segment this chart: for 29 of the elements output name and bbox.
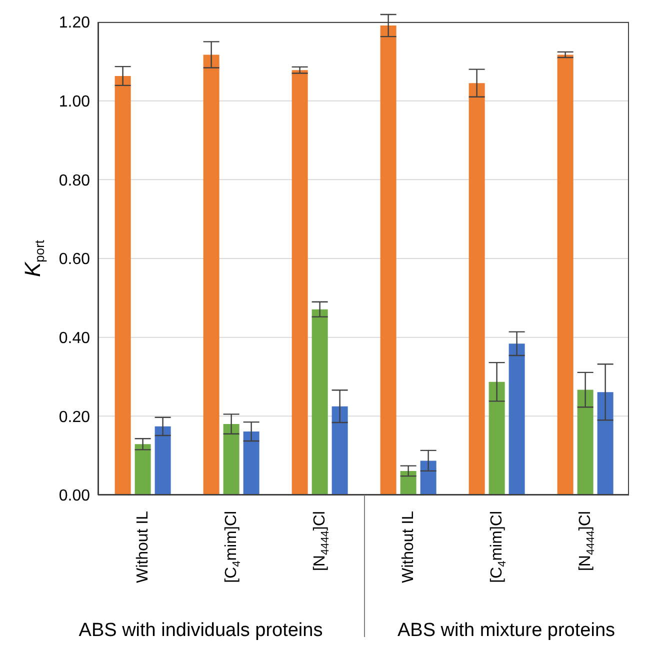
bar bbox=[468, 83, 485, 495]
bar bbox=[488, 382, 505, 495]
bar bbox=[243, 432, 260, 495]
y-tick-label: 0.40 bbox=[58, 330, 90, 348]
bar bbox=[380, 26, 396, 495]
bar bbox=[508, 344, 525, 495]
y-tick-label: 0.20 bbox=[58, 408, 90, 426]
bar bbox=[400, 470, 416, 495]
y-tick-label: 0.60 bbox=[58, 251, 90, 268]
bar bbox=[292, 70, 308, 495]
bar bbox=[332, 406, 348, 495]
bar bbox=[223, 424, 240, 495]
text: ABS with individuals proteins bbox=[78, 620, 324, 642]
bar bbox=[312, 309, 328, 495]
y-tick-label: 0.00 bbox=[58, 488, 90, 505]
bar bbox=[203, 54, 220, 495]
x-tick-label: Without IL bbox=[134, 510, 151, 584]
bar bbox=[557, 54, 574, 495]
y-tick-label: 1.00 bbox=[58, 94, 90, 111]
bar bbox=[134, 444, 151, 495]
bar bbox=[420, 460, 436, 495]
bar bbox=[154, 426, 171, 495]
y-tick-label: 0.80 bbox=[58, 172, 90, 190]
bar bbox=[114, 76, 131, 495]
y-tick-label: 1.20 bbox=[58, 14, 90, 32]
text: ABS with mixture proteins bbox=[396, 620, 616, 642]
x-tick-label: Without IL bbox=[399, 510, 416, 584]
bar bbox=[597, 392, 614, 495]
bar bbox=[577, 390, 594, 495]
